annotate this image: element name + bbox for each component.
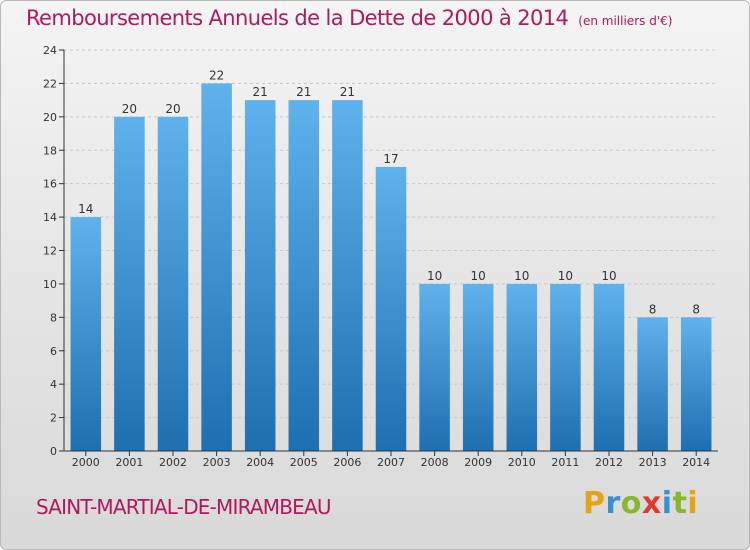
x-tick-label: 2007 <box>377 456 405 469</box>
x-tick-label: 2011 <box>551 456 579 469</box>
chart-subtitle: (en milliers d'€) <box>578 14 673 28</box>
bar <box>637 317 668 451</box>
x-tick-label: 2009 <box>464 456 492 469</box>
bar-value-label: 10 <box>514 269 529 283</box>
bar <box>332 100 363 451</box>
x-tick-label: 2008 <box>421 456 449 469</box>
x-tick-label: 2014 <box>682 456 710 469</box>
bar-value-label: 22 <box>209 68 224 82</box>
y-tick-label: 6 <box>50 345 57 358</box>
x-tick-label: 2004 <box>246 456 274 469</box>
bar-value-label: 17 <box>383 152 398 166</box>
commune-name: SAINT-MARTIAL-DE-MIRAMBEAU <box>36 495 332 519</box>
bar-value-label: 20 <box>165 102 180 116</box>
bar-value-label: 10 <box>427 269 442 283</box>
bar <box>70 217 102 451</box>
logo-letter: t <box>672 486 688 521</box>
chart-title-text: Remboursements Annuels de la Dette de 20… <box>26 6 569 30</box>
bar <box>680 317 712 451</box>
bar-value-label: 8 <box>649 302 657 316</box>
y-tick-label: 2 <box>50 412 57 425</box>
y-tick-label: 16 <box>43 178 57 191</box>
x-tick-label: 2013 <box>639 456 667 469</box>
y-tick-label: 20 <box>43 111 57 124</box>
bar-value-label: 8 <box>692 302 700 316</box>
x-tick-label: 2000 <box>72 456 100 469</box>
y-tick-label: 12 <box>43 245 57 258</box>
bar <box>375 166 407 452</box>
y-tick-label: 10 <box>43 278 57 291</box>
bar-value-label: 21 <box>253 85 268 99</box>
logo-letter: P <box>583 486 606 521</box>
x-tick-label: 2005 <box>290 456 318 469</box>
y-tick-label: 4 <box>50 378 57 391</box>
y-tick-label: 18 <box>43 144 57 157</box>
y-tick-label: 22 <box>43 77 57 90</box>
bar-value-label: 14 <box>78 202 93 216</box>
x-tick-label: 2003 <box>203 456 231 469</box>
y-tick-label: 8 <box>50 311 57 324</box>
bar <box>201 83 232 452</box>
bar <box>114 116 145 451</box>
logo-letter: x <box>641 486 662 521</box>
chart-title: Remboursements Annuels de la Dette de 20… <box>26 6 672 30</box>
logo-letter: i <box>661 486 673 521</box>
bar <box>550 283 581 451</box>
bar-value-label: 21 <box>340 85 355 99</box>
bar-value-label: 21 <box>296 85 311 99</box>
bar <box>462 283 494 451</box>
bar-value-label: 10 <box>471 269 486 283</box>
x-tick-label: 2001 <box>115 456 143 469</box>
bar <box>157 116 189 451</box>
y-tick-label: 0 <box>50 445 57 458</box>
logo-letter: i <box>687 486 699 521</box>
bar <box>244 100 276 451</box>
bar <box>506 283 538 451</box>
bar-value-label: 20 <box>122 102 137 116</box>
bar <box>419 283 450 451</box>
x-tick-label: 2012 <box>595 456 623 469</box>
logo-letter: r <box>605 486 621 521</box>
logo-letter: o <box>620 486 642 521</box>
x-tick-label: 2006 <box>333 456 361 469</box>
bar-value-label: 10 <box>601 269 616 283</box>
x-tick-label: 2002 <box>159 456 187 469</box>
proxiti-logo[interactable]: Proxiti <box>583 486 698 521</box>
bar <box>593 283 625 451</box>
bar <box>288 100 320 451</box>
bar-value-label: 10 <box>558 269 573 283</box>
x-tick-label: 2010 <box>508 456 536 469</box>
y-tick-label: 24 <box>43 44 57 57</box>
y-tick-label: 14 <box>43 211 57 224</box>
